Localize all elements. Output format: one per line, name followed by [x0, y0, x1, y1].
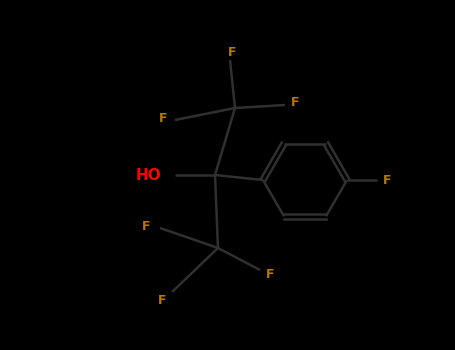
- Text: F: F: [266, 268, 274, 281]
- Text: F: F: [291, 96, 299, 108]
- Text: F: F: [158, 294, 166, 307]
- Text: F: F: [228, 46, 236, 58]
- Text: F: F: [159, 112, 167, 125]
- Text: F: F: [383, 174, 391, 187]
- Text: F: F: [142, 219, 150, 232]
- Text: HO: HO: [135, 168, 161, 182]
